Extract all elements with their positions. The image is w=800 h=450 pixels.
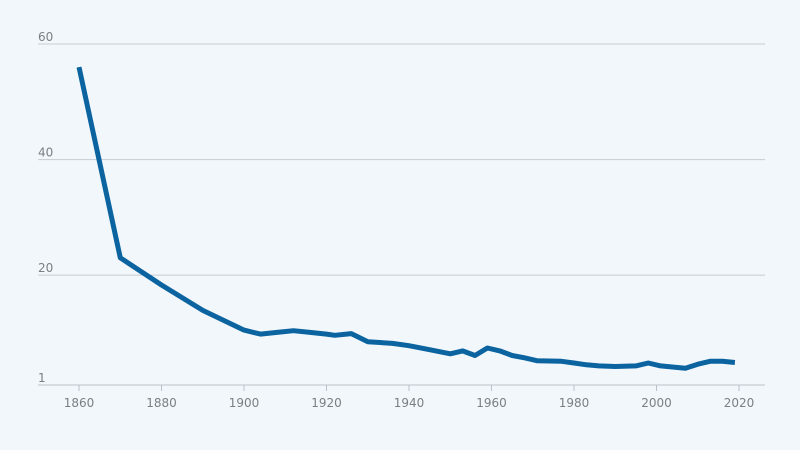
x-tick-label-2020: 2020 <box>724 396 755 410</box>
x-tick-label-1920: 1920 <box>311 396 342 410</box>
grid-lines <box>38 43 765 276</box>
x-tick-label-2000: 2000 <box>641 396 672 410</box>
x-tick-label-1860: 1860 <box>64 396 95 410</box>
series-line-1 <box>76 66 736 371</box>
x-tick-label-1960: 1960 <box>476 396 507 410</box>
x-tick-label-1900: 1900 <box>229 396 260 410</box>
x-tick-label-1940: 1940 <box>394 396 425 410</box>
y-tick-label-1: 1 <box>38 371 46 385</box>
y-axis-tick-labels: 1 20 40 60 <box>38 30 53 385</box>
x-tick-label-1880: 1880 <box>146 396 177 410</box>
y-tick-label-20: 20 <box>38 261 53 275</box>
x-axis-tick-labels: 1860 1880 1900 1920 1940 1960 1980 2000 2020 <box>64 396 755 410</box>
y-tick-label-60: 60 <box>38 30 53 44</box>
x-axis <box>38 384 765 391</box>
y-tick-label-40: 40 <box>38 146 53 160</box>
x-tick-label-1980: 1980 <box>559 396 590 410</box>
series-layer <box>76 66 736 371</box>
